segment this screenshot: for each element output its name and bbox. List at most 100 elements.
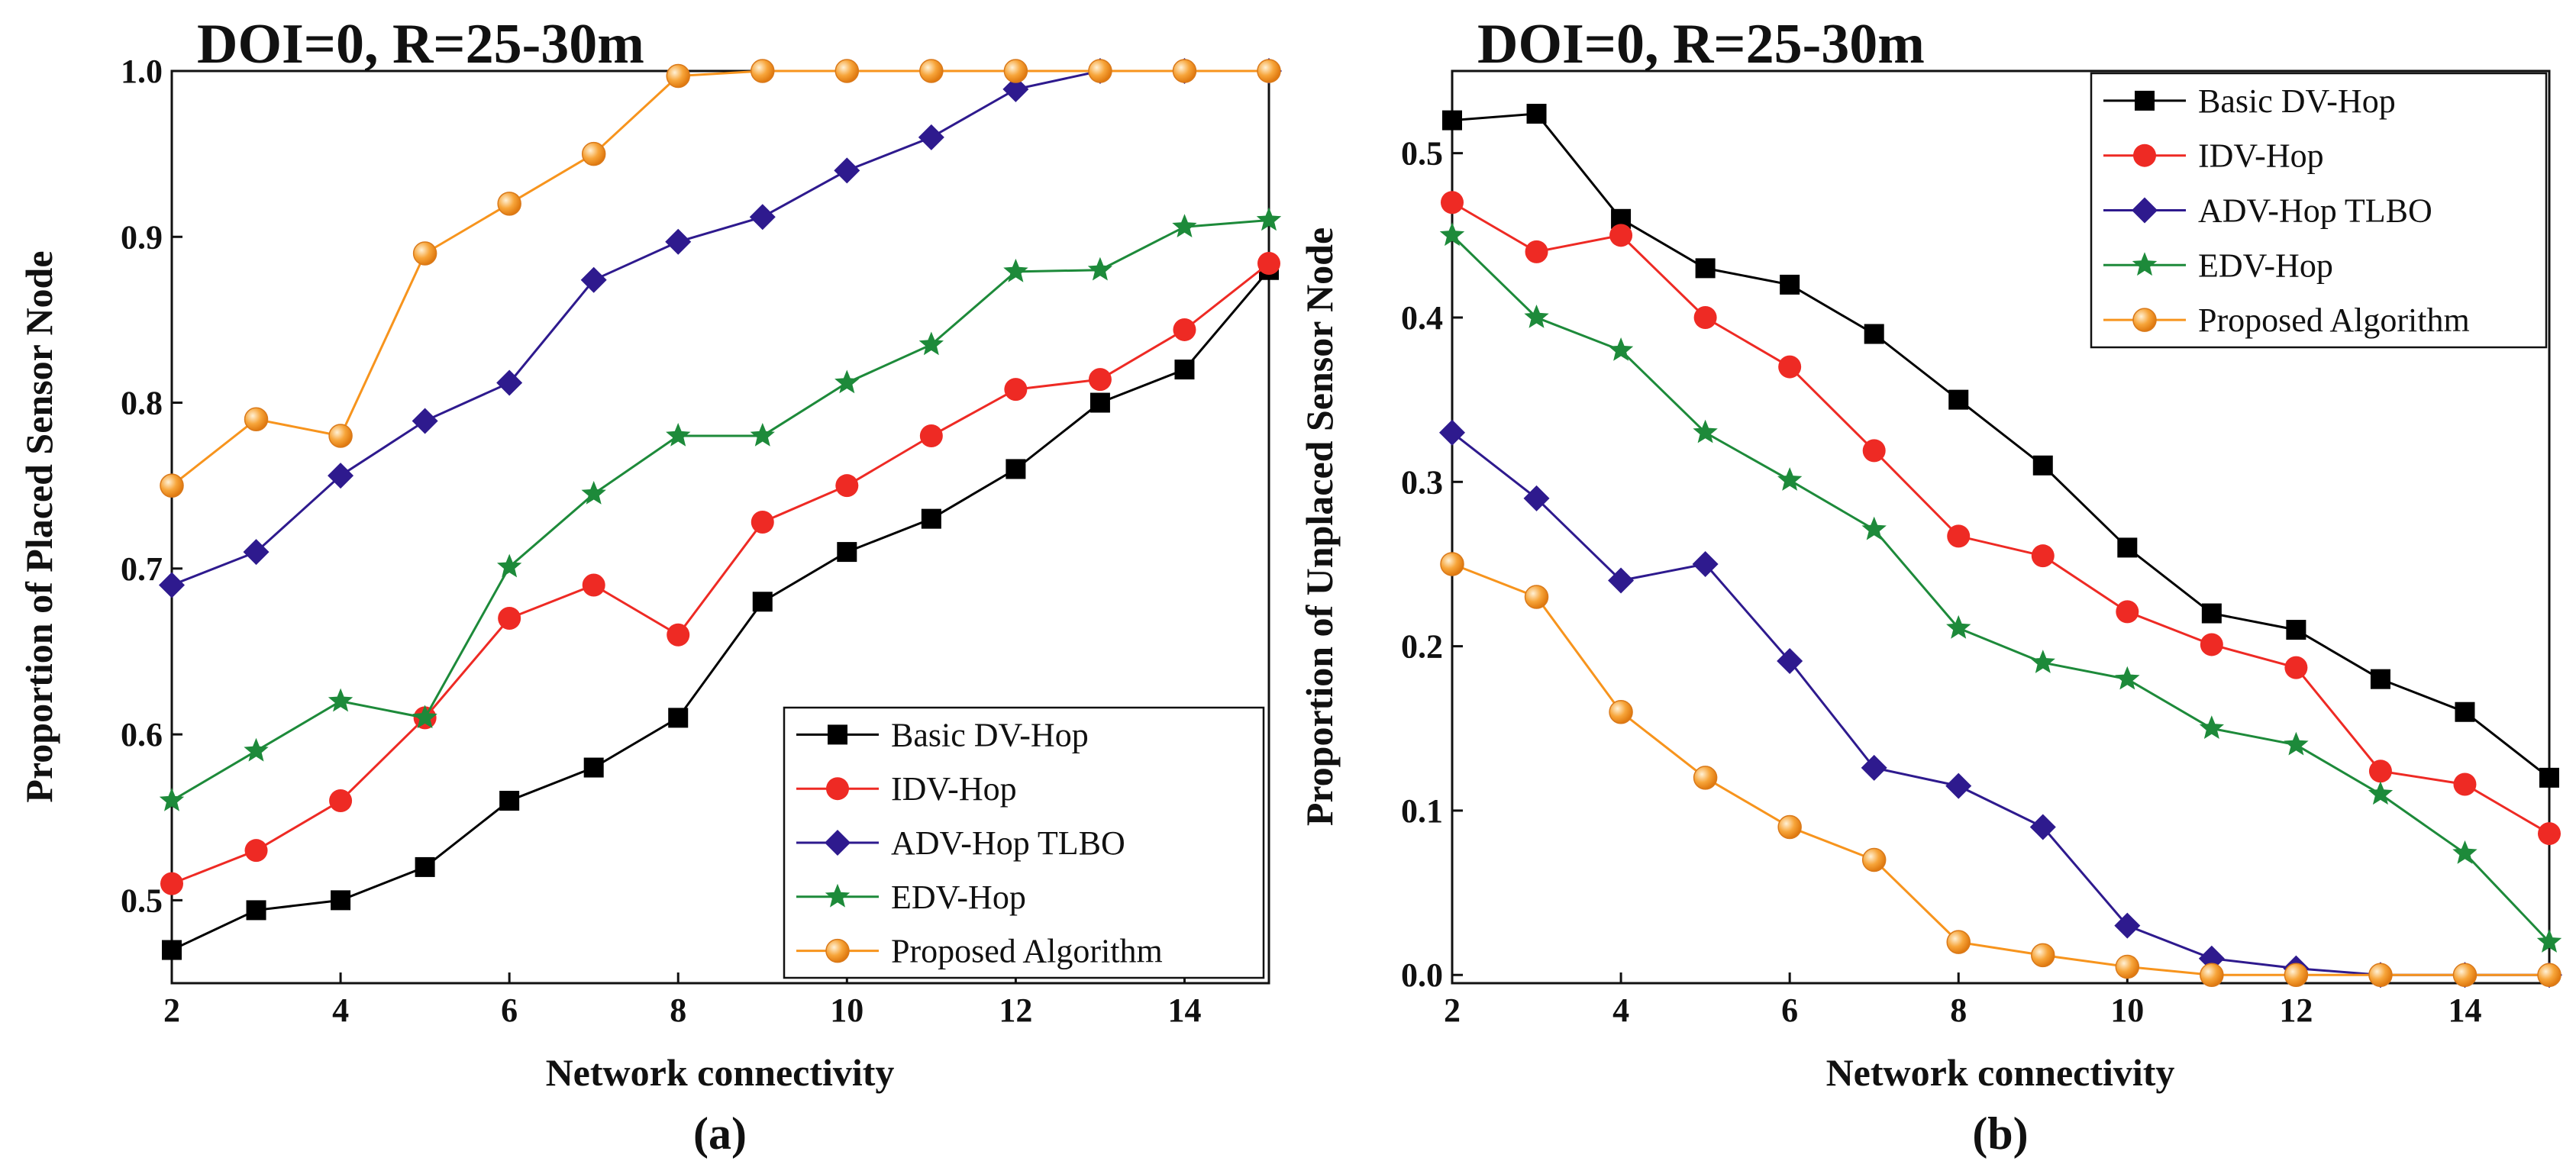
data-point-edv-hop-b	[1861, 516, 1887, 540]
data-point-basic-dv-hop-a	[331, 890, 351, 911]
panel-label-a: (a)	[693, 1108, 747, 1159]
data-point-proposed-algorithm-a	[1257, 59, 1281, 83]
data-point-basic-dv-hop-b	[1780, 274, 1800, 295]
legend-label-adv-hop-tlbo-b: ADV-Hop TLBO	[2198, 192, 2432, 230]
y-tick-label-a: 1.0	[121, 53, 163, 90]
data-point-idv-hop-b	[2368, 760, 2392, 783]
x-tick-label-b: 12	[2279, 992, 2313, 1029]
series-line-basic-dv-hop-a	[171, 269, 1270, 951]
data-point-proposed-algorithm-a	[751, 59, 775, 83]
x-tick-label-b: 10	[2110, 992, 2144, 1029]
data-point-adv-hop-tlbo-a	[580, 266, 607, 293]
data-point-proposed-algorithm-a	[497, 192, 521, 216]
data-point-idv-hop-a	[244, 839, 268, 863]
series-proposed-algorithm-b	[1440, 552, 2561, 987]
data-point-edv-hop-b	[1693, 419, 1718, 443]
legend-box-a	[783, 706, 1265, 979]
data-point-basic-dv-hop-a	[921, 508, 941, 529]
data-point-edv-hop-a	[1087, 256, 1113, 281]
y-tick-label-a: 0.8	[121, 385, 163, 422]
data-point-edv-hop-a	[328, 688, 353, 712]
data-point-adv-hop-tlbo-a	[918, 124, 944, 150]
legend-a: Basic DV-Hop IDV-Hop ADV-Hop TLBO EDV-Hop Pr…	[783, 706, 1265, 979]
y-tick-label-b: 0.2	[1401, 628, 1443, 666]
data-point-idv-hop-b	[1441, 191, 1464, 214]
data-point-basic-dv-hop-b	[1864, 324, 1884, 344]
data-point-edv-hop-a	[918, 331, 944, 356]
data-point-proposed-algorithm-a	[412, 241, 437, 266]
data-point-edv-hop-a	[581, 481, 606, 505]
legend-marker-adv-hop-tlbo-a	[825, 830, 851, 856]
data-point-basic-dv-hop-b	[2032, 455, 2053, 476]
data-point-adv-hop-tlbo-a	[159, 572, 185, 598]
x-tick-label-b: 8	[1950, 992, 1967, 1029]
data-point-basic-dv-hop-a	[752, 592, 773, 612]
data-point-proposed-algorithm-a	[1003, 59, 1028, 83]
data-point-adv-hop-tlbo-b	[1523, 485, 1550, 511]
data-point-edv-hop-b	[1524, 305, 1549, 328]
series-basic-dv-hop-a	[162, 260, 1279, 960]
data-point-edv-hop-a	[666, 423, 691, 447]
data-point-edv-hop-a	[1256, 207, 1282, 231]
legend-marker-basic-dv-hop-b	[2135, 90, 2155, 111]
x-tick-label-b: 6	[1781, 992, 1798, 1029]
data-point-adv-hop-tlbo-b	[1692, 550, 1719, 577]
data-point-proposed-algorithm-b	[1693, 766, 1718, 790]
x-axis-label-b: Network connectivity	[1826, 1051, 2175, 1094]
data-point-basic-dv-hop-b	[2201, 603, 2222, 624]
y-tick-label-a: 0.6	[121, 716, 163, 753]
data-point-edv-hop-b	[2284, 731, 2309, 756]
data-point-idv-hop-b	[2031, 544, 2055, 568]
chart-panel-b: DOI=0, R=25-30m 2 4 6 8 10 12 14 0.0 0.1 0.2 0.3 0.…	[1298, 13, 2562, 1159]
data-point-adv-hop-tlbo-b	[1777, 647, 1803, 674]
data-point-proposed-algorithm-b	[2537, 963, 2561, 987]
data-point-basic-dv-hop-b	[2455, 701, 2475, 722]
data-point-basic-dv-hop-a	[668, 708, 689, 728]
data-point-edv-hop-b	[2115, 666, 2140, 690]
data-point-basic-dv-hop-b	[1695, 258, 1716, 279]
data-point-idv-hop-a	[329, 789, 353, 812]
data-point-basic-dv-hop-b	[1442, 110, 1462, 131]
data-point-idv-hop-a	[751, 510, 774, 534]
data-point-basic-dv-hop-b	[2286, 620, 2306, 640]
data-point-adv-hop-tlbo-b	[1945, 772, 1972, 799]
legend-label-idv-hop-b: IDV-Hop	[2198, 137, 2324, 175]
data-point-idv-hop-b	[2200, 633, 2223, 656]
x-tick-label-a: 2	[163, 992, 180, 1029]
data-point-basic-dv-hop-a	[415, 856, 435, 877]
y-axis-label-a: Proportion of Placed Sensor Node	[18, 250, 60, 802]
chart-title-a: DOI=0, R=25-30m	[197, 13, 644, 76]
legend-marker-idv-hop-b	[2133, 144, 2156, 167]
data-point-proposed-algorithm-b	[2115, 954, 2140, 979]
data-point-proposed-algorithm-b	[1861, 847, 1887, 872]
data-point-edv-hop-b	[1777, 467, 1803, 491]
data-point-basic-dv-hop-a	[837, 542, 857, 563]
data-point-proposed-algorithm-b	[2452, 963, 2478, 987]
plot-frame-b	[1451, 69, 2551, 985]
y-tick-label-b: 0.5	[1401, 135, 1443, 173]
series-line-idv-hop-b	[1451, 202, 2550, 835]
series-line-basic-dv-hop-b	[1451, 112, 2550, 779]
x-tick-label-a: 14	[1167, 992, 1201, 1029]
data-point-edv-hop-a	[750, 423, 775, 447]
data-point-basic-dv-hop-a	[1174, 360, 1195, 380]
data-point-proposed-algorithm-a	[328, 424, 353, 448]
legend-label-basic-dv-hop-b: Basic DV-Hop	[2198, 82, 2396, 120]
x-tick-label-a: 4	[332, 992, 349, 1029]
y-tick-label-b: 0.4	[1401, 299, 1443, 337]
data-point-idv-hop-b	[1609, 224, 1633, 247]
data-point-idv-hop-b	[1862, 439, 1886, 463]
data-point-adv-hop-tlbo-a	[412, 408, 438, 434]
data-point-edv-hop-b	[2199, 715, 2224, 739]
data-point-basic-dv-hop-b	[1948, 389, 1969, 410]
data-point-edv-hop-b	[2536, 929, 2562, 953]
legend-marker-basic-dv-hop-a	[828, 724, 847, 745]
data-point-basic-dv-hop-b	[2117, 537, 2138, 558]
data-point-edv-hop-b	[2030, 650, 2055, 673]
x-tick-label-a: 12	[999, 992, 1032, 1029]
data-point-proposed-algorithm-a	[244, 407, 269, 432]
data-point-adv-hop-tlbo-b	[1861, 754, 1887, 781]
series-line-adv-hop-tlbo-a	[171, 69, 1269, 586]
data-point-edv-hop-a	[497, 553, 522, 578]
data-point-proposed-algorithm-b	[1777, 814, 1802, 840]
